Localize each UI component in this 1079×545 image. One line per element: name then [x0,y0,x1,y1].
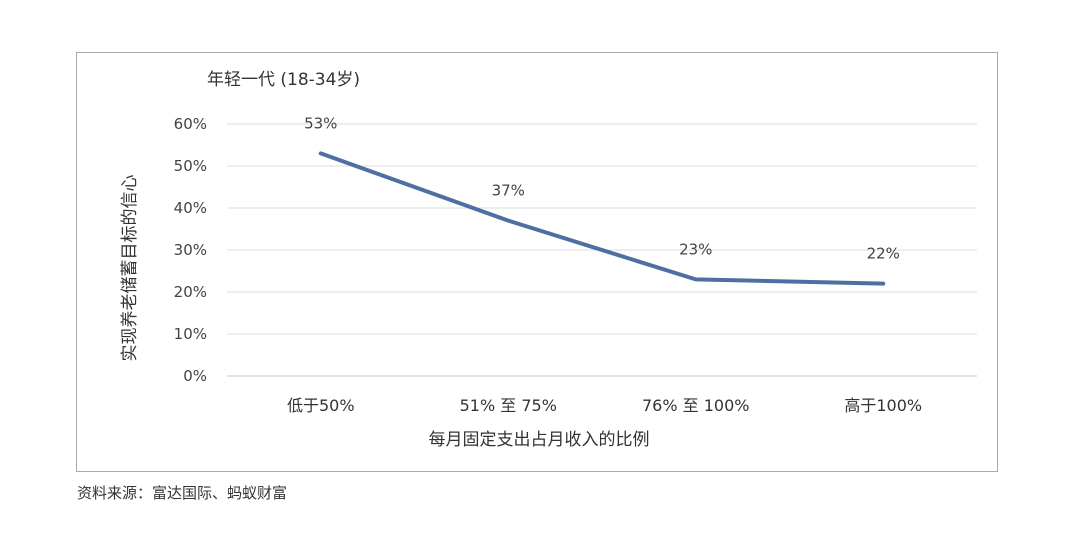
y-tick-label: 10% [174,325,207,343]
chart-title: 年轻一代 (18-34岁) [207,70,360,90]
series-line [318,151,886,286]
x-axis-title: 每月固定支出占月收入的比例 [429,430,650,450]
source-note: 资料来源：富达国际、蚂蚁财富 [77,484,288,502]
data-label: 22% [867,245,900,263]
data-label: 23% [679,240,712,258]
y-tick-label: 20% [174,283,207,301]
data-label: 37% [492,182,525,200]
y-tick-label: 40% [174,199,207,217]
y-tick-label: 50% [174,157,207,175]
x-tick-label: 高于100% [844,396,922,415]
y-tick-label: 60% [174,115,207,133]
x-tick-label: 低于50% [287,396,355,415]
x-tick-label: 76% 至 100% [642,396,749,415]
chart-frame: 年轻一代 (18-34岁) 实现养老储蓄目标的信心 每月固定支出占月收入的比例 … [76,52,998,472]
y-tick-label: 0% [183,367,207,385]
line-chart: 年轻一代 (18-34岁) 实现养老储蓄目标的信心 每月固定支出占月收入的比例 … [120,70,977,450]
y-tick-label: 30% [174,241,207,259]
data-label: 53% [304,114,337,132]
y-axis-title: 实现养老储蓄目标的信心 [120,175,140,362]
x-tick-label: 51% 至 75% [460,396,557,415]
